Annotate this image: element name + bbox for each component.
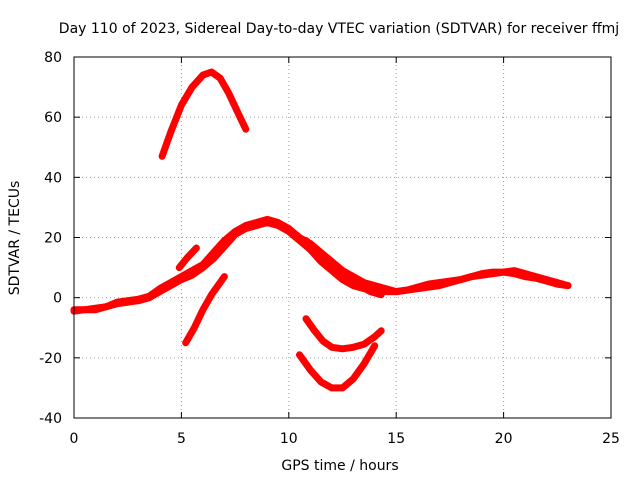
series-lower-arc-shallow: [302, 315, 385, 353]
x-tick-label: 20: [495, 431, 513, 447]
series-short-segment: [175, 244, 200, 272]
series-layer: [70, 68, 572, 392]
series-descending-branch: [302, 237, 385, 299]
x-tick-label: 5: [177, 431, 186, 447]
series-upper-arc: [158, 68, 250, 160]
x-tick-label: 15: [387, 431, 405, 447]
series-rising-segment: [182, 273, 228, 347]
y-tick-label: -40: [39, 411, 62, 427]
ticks: 0 5 10 15 20 25 -40 -20 0 20 40 60 80: [39, 50, 620, 447]
x-tick-label: 0: [70, 431, 79, 447]
y-tick-label: 40: [44, 170, 62, 186]
series-lower-arc-deep: [296, 342, 379, 392]
x-axis-label: GPS time / hours: [281, 458, 398, 474]
y-tick-label: -20: [39, 351, 62, 367]
x-tick-label: 25: [602, 431, 620, 447]
chart-title: Day 110 of 2023, Sidereal Day-to-day VTE…: [59, 21, 619, 37]
y-tick-label: 80: [44, 50, 62, 66]
y-tick-label: 20: [44, 231, 62, 247]
y-tick-label: 60: [44, 110, 62, 126]
x-tick-label: 10: [280, 431, 298, 447]
grid: [74, 57, 611, 418]
y-tick-label: 0: [53, 291, 62, 307]
y-axis-label: SDTVAR / TECUs: [7, 181, 23, 296]
